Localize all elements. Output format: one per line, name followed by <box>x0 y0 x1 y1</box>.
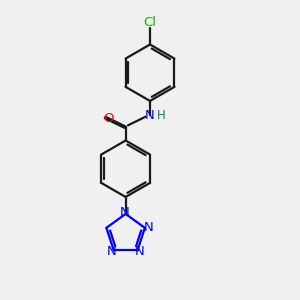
Text: H: H <box>157 109 166 122</box>
Text: N: N <box>135 245 145 259</box>
Text: Cl: Cl <box>143 16 157 29</box>
Text: N: N <box>145 109 154 122</box>
Text: O: O <box>103 112 114 125</box>
Text: N: N <box>120 206 130 219</box>
Text: N: N <box>106 245 116 259</box>
Text: N: N <box>143 221 153 234</box>
